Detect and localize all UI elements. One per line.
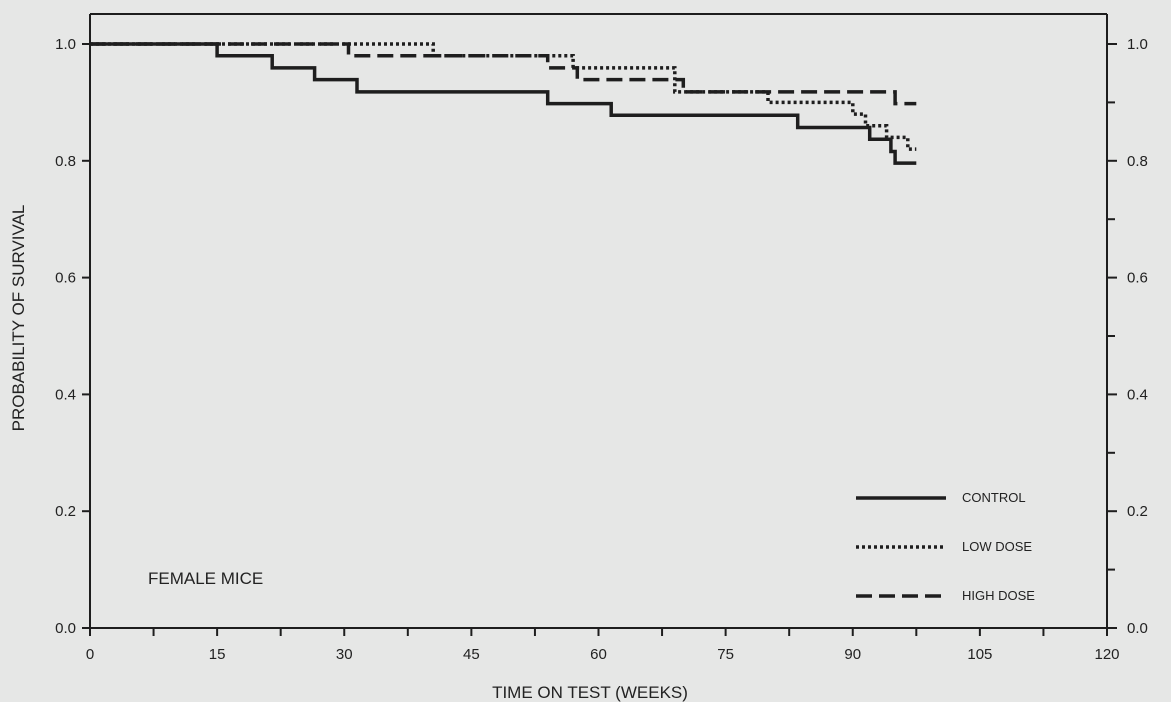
y-tick-label: 0.0 xyxy=(55,620,76,637)
y-axis-label: PROBABILITY OF SURVIVAL xyxy=(9,205,28,432)
right-y-tick-label: 0.4 xyxy=(1127,386,1148,403)
x-tick-label: 0 xyxy=(86,646,94,663)
series-control-line xyxy=(90,42,917,165)
right-y-tick-label: 1.0 xyxy=(1127,36,1148,53)
x-tick-label: 120 xyxy=(1094,646,1119,663)
x-axis-label: TIME ON TEST (WEEKS) xyxy=(492,683,688,702)
x-tick-label: 45 xyxy=(463,646,480,663)
right-y-tick-label: 0.2 xyxy=(1127,503,1148,520)
y-tick-label: 0.8 xyxy=(55,153,76,170)
y-tick-label: 1.0 xyxy=(55,36,76,53)
series-high-dose-line xyxy=(90,42,917,106)
x-tick-label: 75 xyxy=(717,646,734,663)
right-y-tick-label: 0.8 xyxy=(1127,153,1148,170)
x-tick-label: 90 xyxy=(844,646,861,663)
series-low-dose-line xyxy=(90,42,917,151)
y-axis-ticks: 0.0 0.2 0.4 0.6 0.8 1.0 xyxy=(55,36,90,637)
right-y-tick-label: 0.0 xyxy=(1127,620,1148,637)
x-tick-label: 15 xyxy=(209,646,226,663)
legend: CONTROL LOW DOSE HIGH DOSE xyxy=(856,490,1035,603)
y-tick-label: 0.2 xyxy=(55,503,76,520)
legend-label: HIGH DOSE xyxy=(962,588,1035,603)
series-layer xyxy=(90,42,917,165)
legend-label: LOW DOSE xyxy=(962,539,1032,554)
x-tick-label: 60 xyxy=(590,646,607,663)
x-tick-label: 105 xyxy=(967,646,992,663)
right-y-axis-ticks: 0.0 0.2 0.4 0.6 0.8 1.0 xyxy=(1107,36,1148,637)
y-tick-label: 0.4 xyxy=(55,386,76,403)
x-tick-label: 30 xyxy=(336,646,353,663)
x-axis-ticks: 0 15 30 45 60 75 90 105 120 xyxy=(86,628,1120,663)
legend-label: CONTROL xyxy=(962,490,1026,505)
female-mice-annotation: FEMALE MICE xyxy=(148,569,263,588)
y-tick-label: 0.6 xyxy=(55,270,76,287)
right-y-tick-label: 0.6 xyxy=(1127,270,1148,287)
